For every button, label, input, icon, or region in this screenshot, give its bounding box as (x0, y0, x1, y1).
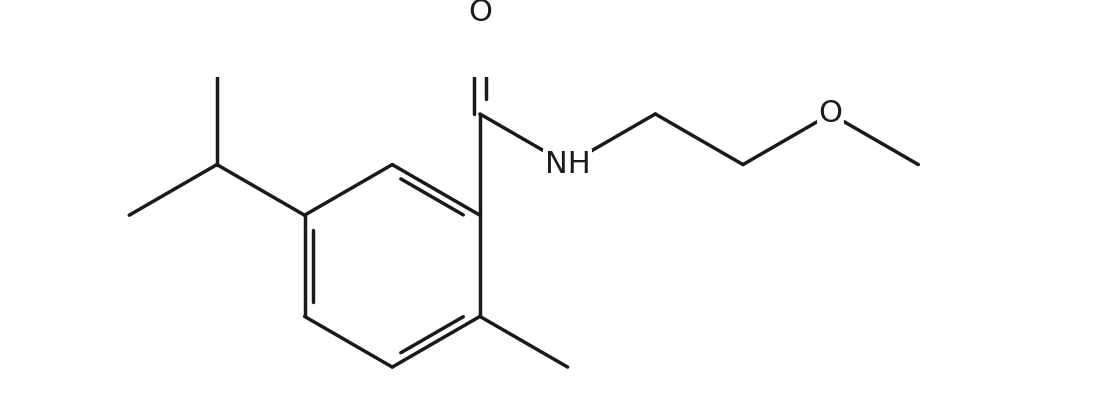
Text: O: O (819, 100, 843, 128)
Text: NH: NH (544, 150, 591, 179)
Text: O: O (468, 0, 491, 27)
